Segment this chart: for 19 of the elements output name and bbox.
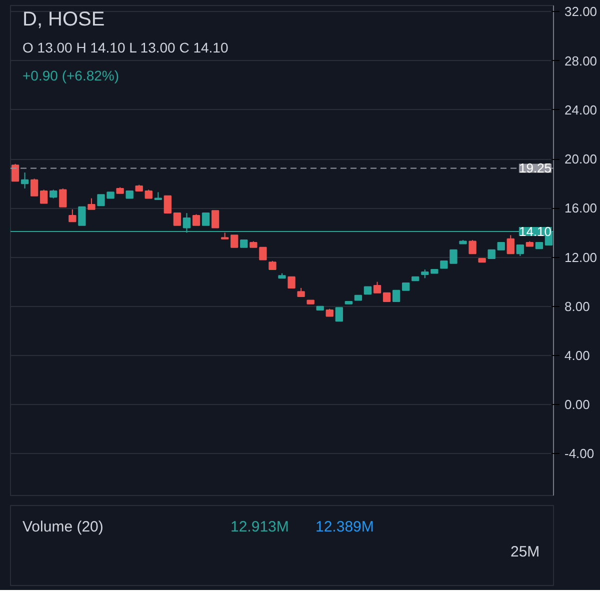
text: 12.389M [316,518,374,536]
annotation: O 13.00 H 14.10 L 13.00 C 14.10 [22,40,228,56]
y-tick-label: -4.00 [564,446,594,462]
y-tick-label: 12.00 [564,250,598,265]
y-tick-label: 24.00 [564,102,598,118]
y-tick-label: 28.00 [564,53,598,68]
text: Volume (20) [22,518,104,536]
text: 25M [510,544,540,560]
y-tick-label: 0.00 [564,397,590,412]
ref-line-label: 14.10 [518,224,552,239]
y-tick-label: 32.00 [564,4,598,20]
text: 12.913M [230,518,289,536]
y-tick-label: 16.00 [564,200,598,216]
y-tick-label: 20.00 [564,152,598,167]
annotation: +0.90 (+6.82%) [22,68,120,84]
ref-line-label: 19.25 [518,160,552,176]
y-tick-label: 8.00 [564,298,590,314]
y-tick-label: 4.00 [564,348,590,363]
chart-title: D, HOSE [22,8,105,30]
